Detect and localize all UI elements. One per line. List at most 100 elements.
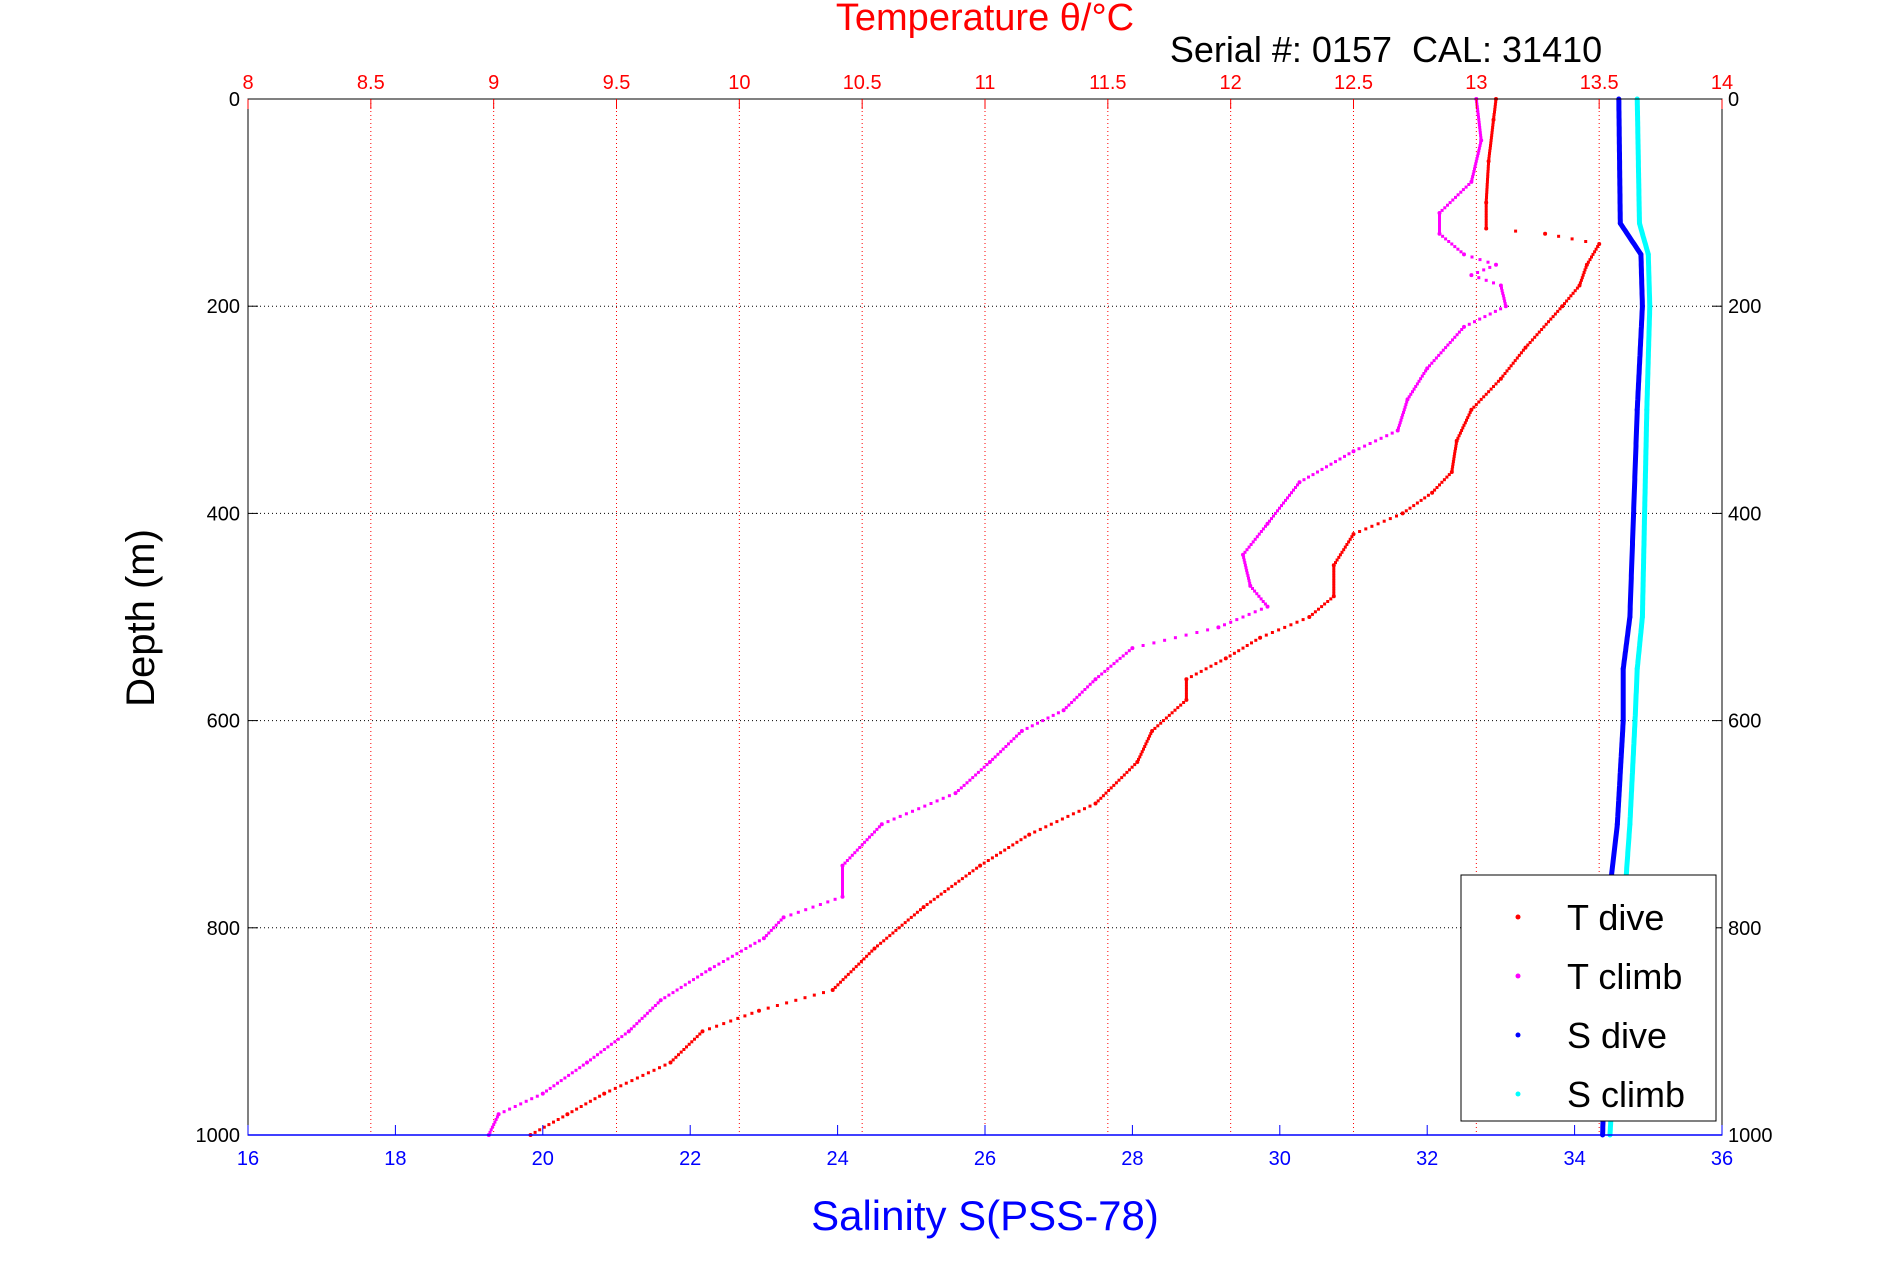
trace-marker [1438, 224, 1441, 228]
trace-marker [1489, 136, 1493, 140]
trace-marker [1064, 706, 1068, 710]
trace-marker [695, 1035, 699, 1039]
trace-marker [1070, 701, 1074, 704]
right-tick-label: 400 [1728, 503, 1761, 525]
trace-marker [841, 895, 844, 899]
trace-marker [1585, 263, 1589, 267]
trace-marker [1347, 452, 1351, 456]
trace-marker [1229, 620, 1233, 624]
trace-marker [1581, 273, 1585, 277]
trace-marker [1405, 400, 1409, 404]
trace-marker [1146, 737, 1150, 741]
trace-marker [1143, 745, 1147, 748]
trace-marker [1511, 361, 1515, 365]
trace-marker [682, 1048, 686, 1051]
trace-marker [651, 1006, 655, 1010]
trace-marker [1533, 335, 1537, 339]
trace-marker [863, 840, 867, 844]
trace-marker [1540, 328, 1544, 331]
trace-marker [1465, 418, 1468, 422]
data-point [1645, 251, 1651, 257]
trace-marker [1578, 281, 1582, 285]
trace-marker [1557, 234, 1561, 238]
trace-marker [1462, 325, 1466, 329]
trace-marker [1099, 796, 1103, 800]
trace-marker [1342, 548, 1346, 552]
trace-marker [1455, 333, 1459, 337]
trace-marker [957, 879, 961, 883]
trace-marker [1477, 146, 1481, 150]
trace-marker [1402, 410, 1405, 414]
trace-marker [593, 1097, 597, 1101]
trace-marker [850, 853, 854, 857]
trace-marker [726, 957, 730, 961]
trace-marker [1325, 465, 1328, 469]
left-tick-label: 600 [207, 711, 240, 733]
trace-marker [1451, 338, 1454, 342]
trace-marker [1575, 286, 1579, 290]
trace-marker [936, 895, 940, 899]
trace-marker [570, 1110, 574, 1114]
trace-marker [1055, 820, 1059, 824]
trace-marker [542, 1125, 546, 1129]
trace-marker [1120, 776, 1124, 780]
trace-marker [1503, 299, 1507, 303]
data-point [1632, 718, 1638, 724]
trace-marker [1219, 659, 1223, 663]
trace-marker [1334, 561, 1337, 565]
trace-marker [841, 978, 845, 982]
trace-marker [1500, 289, 1504, 293]
trace-marker [1224, 656, 1228, 660]
trace-marker [1352, 532, 1355, 536]
trace-marker [753, 941, 757, 945]
left-tick-label: 800 [207, 918, 240, 940]
trace-marker [1479, 133, 1483, 137]
trace-marker [1272, 514, 1275, 518]
trace-marker [898, 814, 902, 818]
trace-marker [1556, 309, 1560, 313]
trace-marker [708, 967, 712, 971]
trace-marker [1122, 773, 1126, 777]
trace-marker [1259, 607, 1263, 611]
trace-marker [943, 890, 947, 893]
trace-marker [1487, 154, 1491, 158]
trace-marker [1257, 594, 1261, 598]
trace-marker [1184, 682, 1188, 686]
trace-marker [748, 944, 752, 948]
trace-marker [656, 1001, 660, 1005]
trace-marker [1237, 649, 1241, 653]
trace-marker [559, 1079, 563, 1083]
trace-marker [1477, 276, 1481, 280]
trace-marker [1001, 747, 1005, 751]
trace-marker [946, 887, 950, 891]
data-point [1638, 251, 1644, 257]
trace-marker [1137, 757, 1140, 761]
trace-marker [1456, 247, 1460, 251]
data-point [1639, 614, 1645, 620]
trace-marker [1467, 413, 1471, 417]
trace-marker [1302, 478, 1306, 482]
trace-marker [1438, 221, 1441, 225]
trace-marker [1439, 351, 1443, 355]
trace-marker [541, 1092, 545, 1096]
trace-marker [1385, 434, 1389, 438]
trace-marker [1403, 405, 1407, 409]
trace-marker [1298, 480, 1301, 484]
trace-marker [873, 830, 876, 834]
trace-marker [1487, 157, 1491, 161]
trace-marker [1144, 742, 1148, 746]
trace-marker [804, 908, 808, 912]
trace-marker [574, 1068, 578, 1072]
trace-marker [1332, 566, 1336, 570]
trace-marker [1251, 540, 1255, 544]
trace-marker [1247, 576, 1250, 580]
trace-marker [1184, 693, 1188, 697]
trace-marker [1579, 278, 1583, 282]
trace-marker [1338, 553, 1342, 557]
trace-marker [923, 804, 927, 808]
trace-marker [578, 1066, 582, 1070]
trace-marker [996, 752, 1000, 756]
trace-marker [1482, 268, 1486, 272]
trace-marker [632, 1024, 636, 1028]
trace-marker [1492, 385, 1495, 388]
